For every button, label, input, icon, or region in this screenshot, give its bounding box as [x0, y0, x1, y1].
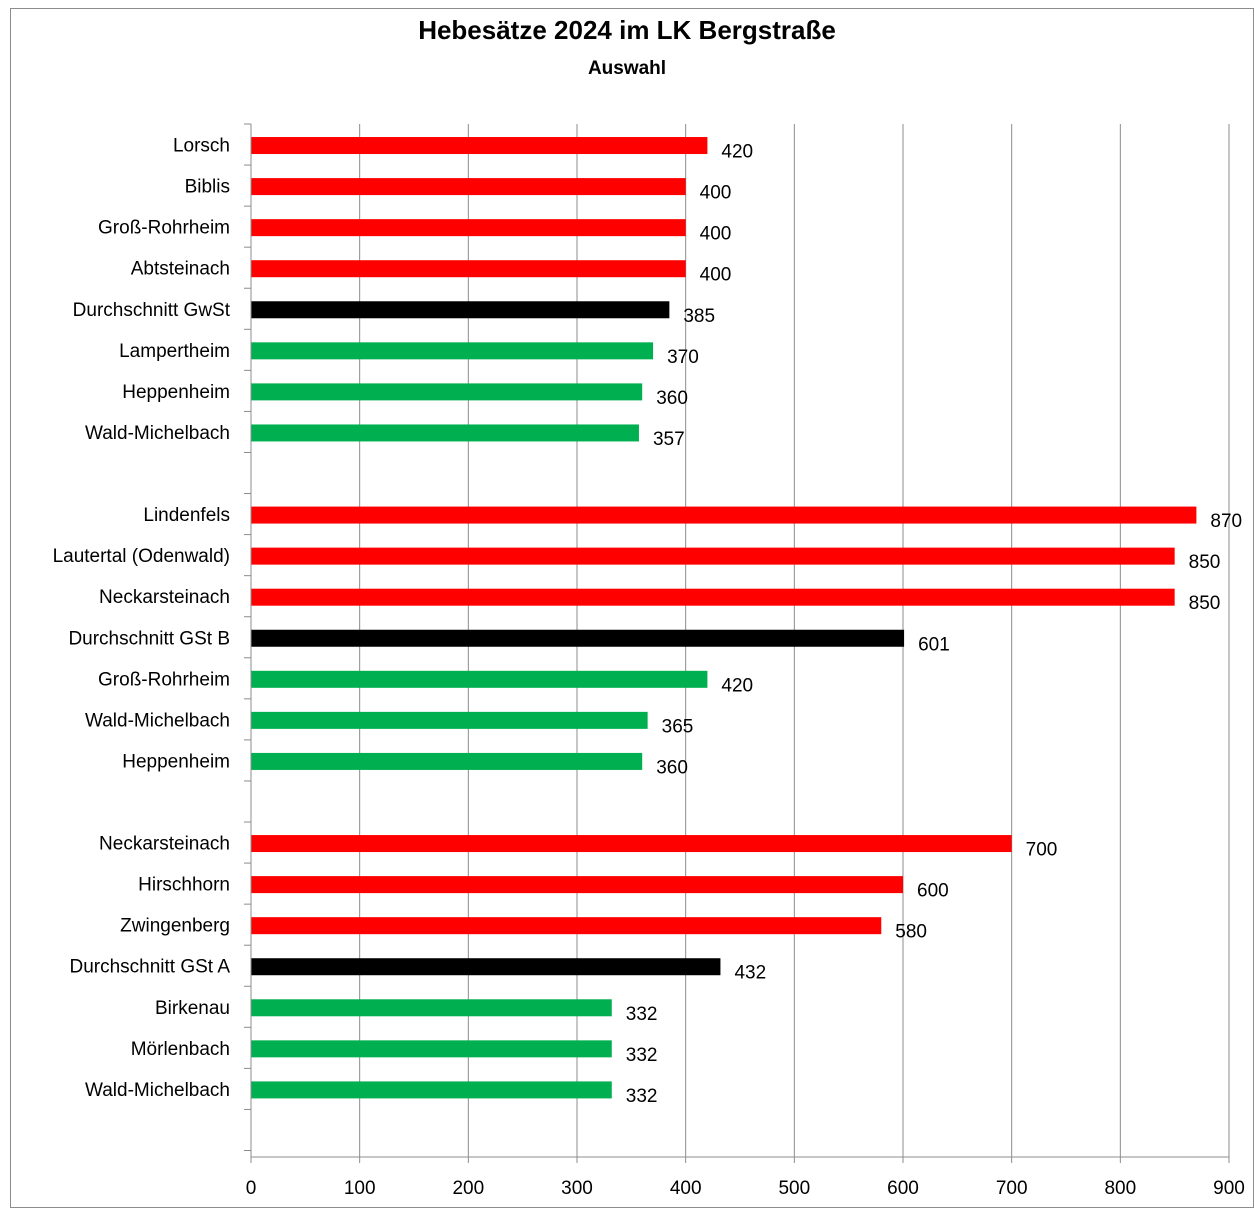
category-label: Lorsch: [173, 136, 230, 157]
data-label: 580: [895, 922, 927, 943]
category-label: Heppenheim: [122, 751, 230, 772]
bar: [251, 301, 670, 319]
data-label: 601: [918, 634, 950, 655]
bar: [251, 383, 643, 401]
category-label: Durchschnitt GSt A: [69, 957, 230, 978]
data-label: 332: [626, 1086, 658, 1107]
data-label: 332: [626, 1045, 658, 1066]
bar: [251, 424, 639, 442]
chart-frame: [10, 8, 1254, 1208]
x-tick-label: 700: [996, 1178, 1028, 1199]
category-label: Durchschnitt GwSt: [73, 300, 231, 321]
category-label: Groß-Rohrheim: [98, 218, 230, 239]
bar: [251, 588, 1175, 606]
x-tick-label: 300: [561, 1178, 593, 1199]
data-label: 700: [1026, 840, 1058, 861]
data-label: 600: [917, 881, 949, 902]
x-tick-label: 100: [344, 1178, 376, 1199]
data-label: 870: [1210, 511, 1242, 532]
bar: [251, 752, 643, 770]
category-label: Heppenheim: [122, 382, 230, 403]
x-tick-label: 400: [670, 1178, 702, 1199]
bar: [251, 1081, 612, 1099]
bar: [251, 999, 612, 1017]
bar: [251, 835, 1012, 853]
category-label: Wald-Michelbach: [85, 710, 230, 731]
chart-subtitle: Auswahl: [587, 58, 667, 79]
category-label: Birkenau: [155, 998, 230, 1019]
category-label: Neckarsteinach: [99, 834, 230, 855]
bar: [251, 506, 1197, 524]
bar: [251, 260, 686, 278]
category-label: Lindenfels: [143, 505, 230, 526]
bar: [251, 342, 654, 360]
data-label: 365: [662, 716, 694, 737]
data-label: 385: [683, 306, 715, 327]
category-label: Neckarsteinach: [99, 587, 230, 608]
category-label: Zwingenberg: [120, 916, 230, 937]
bar: [251, 670, 708, 688]
data-label: 400: [700, 183, 732, 204]
category-label: Abtsteinach: [131, 259, 230, 280]
data-label: 400: [700, 224, 732, 245]
data-label: 360: [656, 388, 688, 409]
bar: [251, 219, 686, 237]
data-label: 332: [626, 1004, 658, 1025]
x-tick-label: 200: [452, 1178, 484, 1199]
bar: [251, 711, 648, 729]
category-label: Lampertheim: [119, 341, 230, 362]
data-label: 850: [1189, 593, 1221, 614]
category-label: Lautertal (Odenwald): [53, 546, 230, 567]
bar: [251, 629, 905, 647]
bar: [251, 137, 708, 155]
x-tick-label: 600: [887, 1178, 919, 1199]
bar: [251, 1040, 612, 1058]
category-label: Hirschhorn: [138, 875, 230, 896]
category-label: Groß-Rohrheim: [98, 669, 230, 690]
bar: [251, 547, 1175, 565]
data-label: 420: [721, 142, 753, 163]
x-tick-label: 800: [1104, 1178, 1136, 1199]
bar: [251, 178, 686, 196]
x-tick-label: 500: [778, 1178, 810, 1199]
bar: [251, 917, 882, 935]
data-label: 357: [653, 429, 685, 450]
category-label: Durchschnitt GSt B: [68, 628, 230, 649]
chart-title: Hebesätze 2024 im LK Bergstraße: [418, 15, 836, 45]
data-label: 432: [734, 963, 766, 984]
data-label: 400: [700, 265, 732, 286]
category-label: Wald-Michelbach: [85, 423, 230, 444]
x-tick-label: 900: [1213, 1178, 1245, 1199]
bar: [251, 876, 903, 894]
category-label: Mörlenbach: [131, 1039, 230, 1060]
data-label: 370: [667, 347, 699, 368]
data-label: 420: [721, 675, 753, 696]
category-label: Biblis: [185, 177, 230, 198]
bar: [251, 958, 721, 976]
data-label: 850: [1189, 552, 1221, 573]
x-tick-label: 0: [246, 1178, 257, 1199]
data-label: 360: [656, 757, 688, 778]
category-label: Wald-Michelbach: [85, 1080, 230, 1101]
